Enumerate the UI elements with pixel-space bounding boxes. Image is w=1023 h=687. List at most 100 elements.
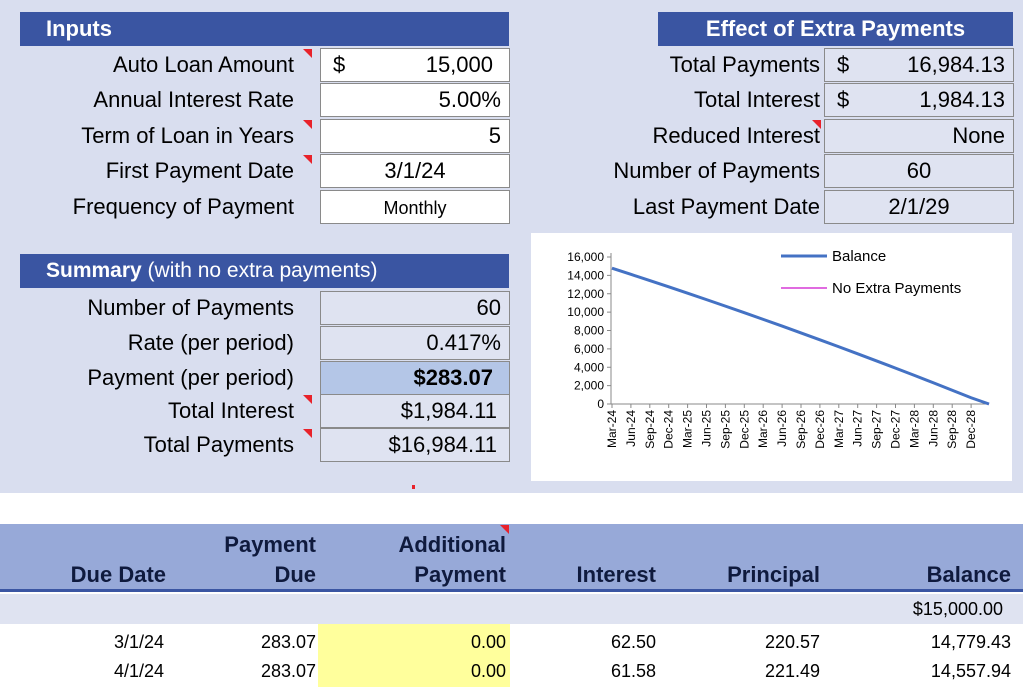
payment-frequency-select[interactable]: Monthly: [320, 190, 510, 224]
y-tick-label: 0: [597, 397, 604, 411]
x-tick-label: Sep-28: [945, 410, 959, 449]
summary-label-total-payments: Total Payments: [143, 432, 294, 457]
x-tick-label: Jun-27: [851, 410, 865, 447]
legend-label-1: No Extra Payments: [832, 280, 961, 297]
x-tick-label: Jun-26: [775, 410, 789, 447]
effect-total-interest-value: 1,984.13: [919, 87, 1005, 112]
input-label-first-payment-date: First Payment Date: [105, 158, 294, 183]
summary-payment-cell[interactable]: $283.07: [320, 361, 510, 395]
effect-label-last-payment-date: Last Payment Date: [632, 194, 820, 219]
summary-label-total-interest: Total Interest: [168, 398, 294, 423]
first-payment-date-input[interactable]: 3/1/24: [320, 154, 510, 188]
currency-symbol: $: [837, 87, 850, 112]
comment-marker[interactable]: [303, 49, 312, 58]
initial-balance-value: $15,000.00: [912, 599, 1003, 619]
effect-total-interest-cell[interactable]: $ 1,984.13: [824, 83, 1014, 117]
row-additional-payment[interactable]: 0.00: [470, 632, 506, 652]
summary-header-title: Summary: [46, 259, 142, 282]
row-due-date: 4/1/24: [113, 661, 164, 681]
summary-header-subtitle: (with no extra payments): [141, 259, 378, 282]
x-tick-label: Mar-24: [605, 410, 619, 448]
y-tick-label: 2,000: [574, 379, 604, 393]
loan-amount-value: 15,000: [425, 52, 493, 77]
effect-reduced-interest-value: None: [952, 123, 1005, 148]
interest-rate-input[interactable]: 5.00%: [320, 83, 510, 117]
comment-marker[interactable]: [303, 155, 312, 164]
effect-number-of-payments-cell[interactable]: 60: [824, 154, 1014, 188]
x-tick-label: Mar-27: [832, 410, 846, 448]
summary-rate-cell[interactable]: 0.417%: [320, 326, 510, 360]
y-tick-label: 8,000: [574, 324, 604, 338]
col-header-additional-line2: Payment: [414, 562, 506, 587]
x-tick-label: Dec-26: [813, 410, 827, 449]
row-interest: 62.50: [610, 632, 656, 652]
col-header-additional-line1: Additional: [398, 532, 506, 557]
comment-marker[interactable]: [303, 395, 312, 404]
summary-label-number-of-payments: Number of Payments: [87, 295, 294, 320]
inputs-header-text: Inputs: [46, 16, 112, 41]
col-header-due-date: Due Date: [70, 562, 166, 587]
row-additional-payment[interactable]: 0.00: [470, 661, 506, 681]
balance-chart[interactable]: 0 2,000 4,000 6,000 8,000 10,000 12,000 14,000 1…: [531, 233, 1012, 481]
x-tick-label: Sep-25: [718, 410, 732, 449]
x-tick-label: Mar-25: [681, 410, 695, 448]
effect-last-payment-date-value: 2/1/29: [888, 194, 950, 219]
summary-number-of-payments-cell[interactable]: 60: [320, 291, 510, 325]
effect-total-payments-value: 16,984.13: [907, 52, 1005, 77]
summary-label-rate: Rate (per period): [127, 330, 294, 355]
row-principal: 221.49: [764, 661, 820, 681]
loan-term-value: 5: [488, 123, 501, 148]
y-tick-label: 10,000: [567, 305, 604, 319]
summary-number-of-payments-value: 60: [476, 295, 501, 320]
effect-label-reduced-interest: Reduced Interest: [652, 123, 820, 148]
effect-last-payment-date-cell[interactable]: 2/1/29: [824, 190, 1014, 224]
effect-label-total-payments: Total Payments: [669, 52, 820, 77]
series-line-balance: [611, 266, 990, 406]
balance-chart-svg: 0 2,000 4,000 6,000 8,000 10,000 12,000 14,000 1…: [567, 248, 990, 449]
comment-marker[interactable]: [812, 120, 821, 129]
x-tick-label: Dec-24: [662, 410, 676, 449]
x-tick-label: Jun-28: [926, 410, 940, 447]
summary-header: Summary (with no extra payments): [20, 254, 509, 288]
x-tick-label: Sep-26: [794, 410, 808, 449]
summary-total-interest-cell[interactable]: $1,984.11: [320, 394, 510, 428]
first-payment-date-value: 3/1/24: [384, 158, 446, 183]
effect-header-text: Effect of Extra Payments: [705, 16, 966, 41]
x-tick-label: Dec-25: [737, 410, 751, 449]
loan-term-input[interactable]: 5: [320, 119, 510, 153]
additional-payment-input-area[interactable]: [318, 624, 510, 687]
effect-label-number-of-payments: Number of Payments: [613, 158, 820, 183]
x-tick-label: Jun-25: [700, 410, 714, 447]
col-header-payment-due-line1: Payment: [224, 532, 316, 557]
input-label-interest-rate: Annual Interest Rate: [93, 87, 294, 112]
row-payment-due: 283.07: [260, 661, 316, 681]
currency-symbol: $: [837, 52, 850, 77]
loan-amount-input[interactable]: $ 15,000: [320, 48, 510, 82]
payment-frequency-value: Monthly: [383, 198, 447, 218]
y-tick-label: 14,000: [567, 268, 604, 282]
comment-marker[interactable]: [500, 525, 509, 534]
x-tick-label: Mar-28: [907, 410, 921, 448]
effect-number-of-payments-value: 60: [906, 158, 932, 183]
col-header-payment-due-line2: Due: [274, 562, 316, 587]
y-tick-label: 6,000: [574, 342, 604, 356]
x-tick-label: Jun-24: [624, 410, 638, 447]
currency-symbol: $: [333, 52, 346, 77]
summary-payment-value: $283.07: [413, 365, 493, 390]
comment-marker[interactable]: [303, 429, 312, 438]
inputs-header: Inputs: [20, 12, 509, 46]
row-due-date: 3/1/24: [113, 632, 164, 652]
summary-total-interest-value: $1,984.11: [400, 398, 497, 423]
input-label-term: Term of Loan in Years: [81, 123, 294, 148]
row-principal: 220.57: [764, 632, 820, 652]
summary-total-payments-cell[interactable]: $16,984.11: [320, 428, 510, 462]
row-balance: 14,557.94: [930, 661, 1011, 681]
initial-balance-row: $15,000.00: [0, 594, 1023, 624]
input-label-frequency: Frequency of Payment: [72, 194, 294, 219]
comment-marker: [412, 485, 415, 489]
comment-marker[interactable]: [303, 120, 312, 129]
y-tick-label: 16,000: [567, 250, 604, 264]
x-tick-label: Sep-24: [643, 410, 657, 449]
effect-total-payments-cell[interactable]: $ 16,984.13: [824, 48, 1014, 82]
effect-reduced-interest-cell[interactable]: None: [824, 119, 1014, 153]
